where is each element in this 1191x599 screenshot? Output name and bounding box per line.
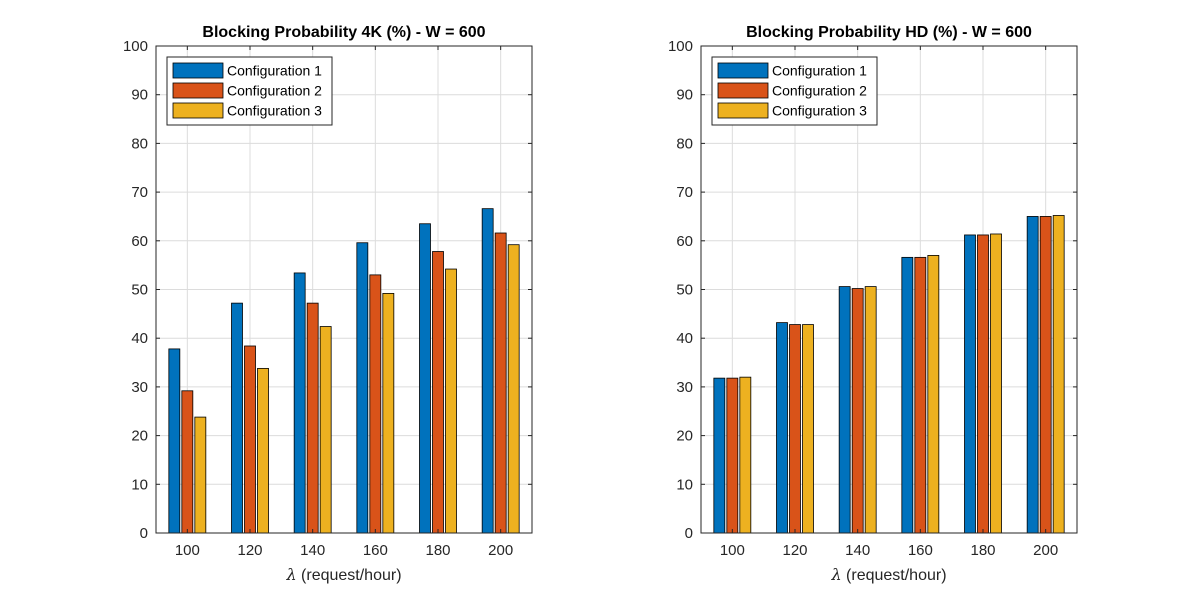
bar-configuration-2-100	[726, 377, 739, 534]
x-axis-label: λ (request/hour)	[830, 565, 946, 584]
x-tick-label: 100	[720, 542, 745, 559]
y-tick-label: 70	[676, 184, 693, 201]
bar-configuration-2-160	[369, 274, 382, 534]
lambda-symbol: λ	[830, 565, 841, 584]
x-tick-label: 120	[237, 542, 262, 559]
bar-configuration-3-180	[445, 268, 457, 534]
bar-configuration-2-180	[432, 251, 444, 534]
y-tick-label: 60	[131, 233, 148, 250]
bar-configuration-1-100	[713, 377, 726, 534]
legend-swatch	[717, 102, 769, 119]
bar-configuration-1-180	[964, 234, 976, 534]
x-axis-label-text: (request/hour)	[842, 567, 947, 584]
y-tick-label: 60	[676, 233, 693, 250]
x-axis-label-text: (request/hour)	[297, 567, 402, 584]
bar-configuration-2-120	[244, 345, 256, 534]
chart-title: Blocking Probability HD (%) - W = 600	[746, 24, 1032, 41]
x-tick-label: 180	[970, 542, 995, 559]
legend: Configuration 1 Configuration 2 Configurat…	[711, 56, 878, 126]
bar-configuration-2-180	[977, 234, 989, 534]
bar-configuration-3-100	[194, 416, 207, 534]
bar-configuration-3-100	[739, 376, 752, 534]
bar-configuration-3-180	[990, 233, 1002, 534]
x-tick-label: 120	[782, 542, 807, 559]
legend-swatch	[717, 82, 769, 99]
bar-configuration-2-100	[181, 390, 194, 534]
bar-configuration-1-160	[901, 256, 914, 534]
legend: Configuration 1 Configuration 2 Configurat…	[166, 56, 333, 126]
y-tick-label: 80	[676, 135, 693, 152]
bar-configuration-3-200	[1052, 215, 1065, 534]
y-tick-label: 100	[123, 38, 148, 55]
x-tick-label: 180	[425, 542, 450, 559]
bar-configuration-1-140	[838, 286, 851, 534]
bar-configuration-3-160	[927, 255, 940, 534]
bar-configuration-3-120	[257, 367, 269, 534]
bar-configuration-2-120	[789, 324, 801, 534]
bar-configuration-2-140	[306, 302, 319, 534]
legend-swatch	[172, 62, 224, 79]
bar-configuration-3-140	[319, 326, 332, 534]
bar-configuration-1-100	[168, 348, 181, 534]
y-tick-label: 20	[676, 428, 693, 445]
legend-entry: Configuration 1	[772, 63, 867, 79]
y-tick-label: 90	[676, 87, 693, 104]
bar-configuration-1-180	[419, 223, 431, 534]
chart-title: Blocking Probability 4K (%) - W = 600	[202, 24, 485, 41]
y-tick-label: 100	[668, 38, 693, 55]
y-tick-label: 0	[685, 525, 693, 542]
y-tick-label: 30	[676, 379, 693, 396]
y-tick-label: 0	[140, 525, 148, 542]
y-tick-label: 40	[676, 330, 693, 347]
x-tick-label: 140	[300, 542, 325, 559]
legend-entry: Configuration 2	[772, 83, 867, 99]
y-tick-label: 90	[131, 87, 148, 104]
legend-entry: Configuration 2	[227, 83, 322, 99]
bar-configuration-3-200	[507, 244, 520, 534]
y-tick-label: 10	[131, 476, 148, 493]
y-tick-label: 40	[131, 330, 148, 347]
y-tick-label: 70	[131, 184, 148, 201]
x-tick-label: 100	[175, 542, 200, 559]
x-tick-label: 160	[363, 542, 388, 559]
legend-swatch	[717, 62, 769, 79]
y-tick-label: 50	[131, 282, 148, 299]
x-axis-label: λ (request/hour)	[285, 565, 401, 584]
chart-panel-1: 0 10 20 30 40 50 60 70 80 90 100 100 120 140 160 180 200…	[123, 24, 533, 584]
y-tick-label: 50	[676, 282, 693, 299]
x-tick-label: 140	[845, 542, 870, 559]
bar-configuration-3-160	[382, 292, 395, 534]
legend-entry: Configuration 3	[772, 103, 867, 119]
bar-configuration-2-200	[1039, 216, 1052, 534]
bar-configuration-1-200	[1026, 216, 1039, 534]
bar-configuration-2-140	[851, 288, 864, 534]
x-tick-label: 160	[908, 542, 933, 559]
x-tick-label: 200	[488, 542, 513, 559]
y-tick-label: 80	[131, 135, 148, 152]
bar-configuration-2-200	[494, 232, 507, 534]
legend-swatch	[172, 82, 224, 99]
bar-configuration-1-160	[356, 242, 369, 534]
y-tick-label: 20	[131, 428, 148, 445]
x-tick-label: 200	[1033, 542, 1058, 559]
legend-entry: Configuration 1	[227, 63, 322, 79]
y-tick-label: 30	[131, 379, 148, 396]
legend-swatch	[172, 102, 224, 119]
bar-configuration-3-120	[802, 324, 814, 534]
bar-configuration-1-200	[481, 208, 494, 534]
y-tick-label: 10	[676, 476, 693, 493]
lambda-symbol: λ	[285, 565, 296, 584]
bar-configuration-2-160	[914, 256, 927, 534]
bar-configuration-1-140	[293, 272, 306, 534]
bar-configuration-1-120	[776, 322, 788, 534]
legend-entry: Configuration 3	[227, 103, 322, 119]
bar-configuration-1-120	[231, 302, 243, 534]
chart-panel-2: 0 10 20 30 40 50 60 70 80 90 100 100 120 140 160 180 200…	[668, 24, 1078, 584]
bar-configuration-3-140	[864, 286, 877, 534]
